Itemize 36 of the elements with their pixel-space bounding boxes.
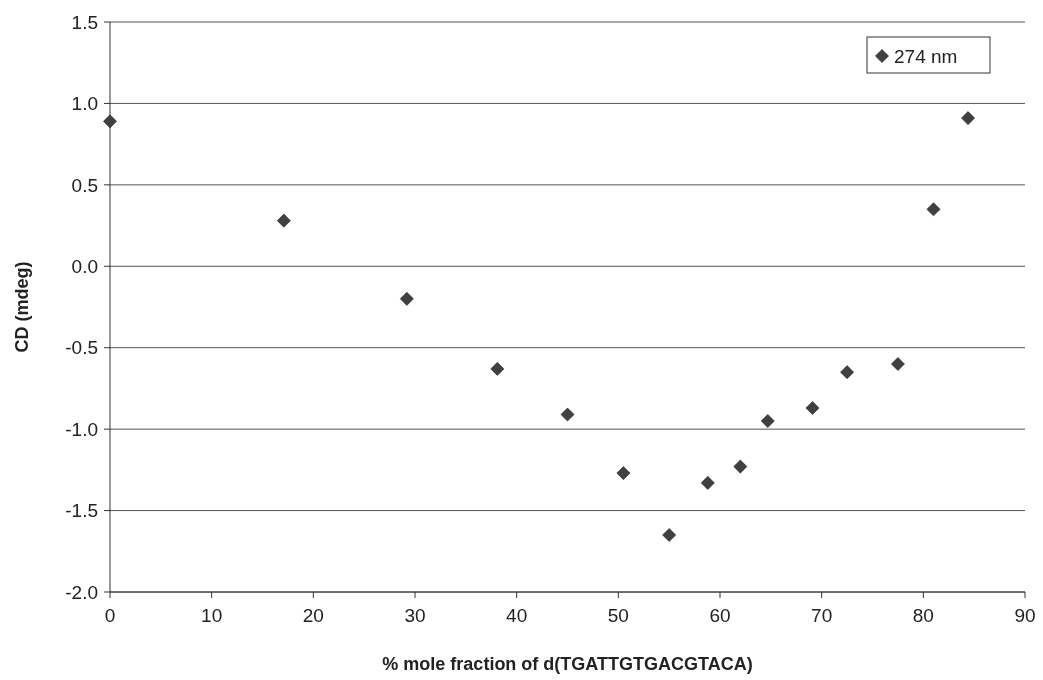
point <box>560 407 575 422</box>
point <box>891 357 905 371</box>
y-tick-label: -0.5 <box>65 337 98 359</box>
x-axis-title: % mole fraction of d(TGATTGTGACGTACA) <box>382 654 753 674</box>
point <box>400 291 414 306</box>
y-axis-title: CD (mdeg) <box>12 261 32 353</box>
x-tick-label: 90 <box>1014 605 1036 626</box>
x-tick-label: 40 <box>506 605 528 626</box>
x-tick-label: 30 <box>404 605 426 626</box>
x-tick-label: 20 <box>302 605 324 626</box>
point <box>700 476 715 490</box>
y-tick-label: 1.0 <box>71 93 98 115</box>
x-tick-label: 60 <box>709 605 731 626</box>
point <box>926 202 941 217</box>
y-tick-label: 1.5 <box>71 11 98 33</box>
x-tick-label: 70 <box>811 605 833 626</box>
x-tick-label: 10 <box>201 605 223 626</box>
y-tick-label: 0.5 <box>71 174 98 196</box>
y-tick-label: -2.0 <box>65 581 98 603</box>
point <box>805 401 820 415</box>
point <box>490 362 505 376</box>
y-tick-label: -1.5 <box>65 500 98 522</box>
point <box>961 111 975 125</box>
legend-label: 274 nm <box>894 45 958 67</box>
point <box>840 365 854 380</box>
point <box>616 466 631 480</box>
point <box>662 528 677 542</box>
x-tick-label: 0 <box>104 605 116 626</box>
point <box>760 414 775 428</box>
x-tick-label: 50 <box>607 605 629 626</box>
y-tick-label: 0.0 <box>71 255 98 277</box>
point <box>276 213 291 228</box>
x-tick-label: 80 <box>912 605 934 626</box>
point <box>733 459 748 474</box>
y-tick-label: -1.0 <box>65 418 98 440</box>
point <box>103 114 117 129</box>
